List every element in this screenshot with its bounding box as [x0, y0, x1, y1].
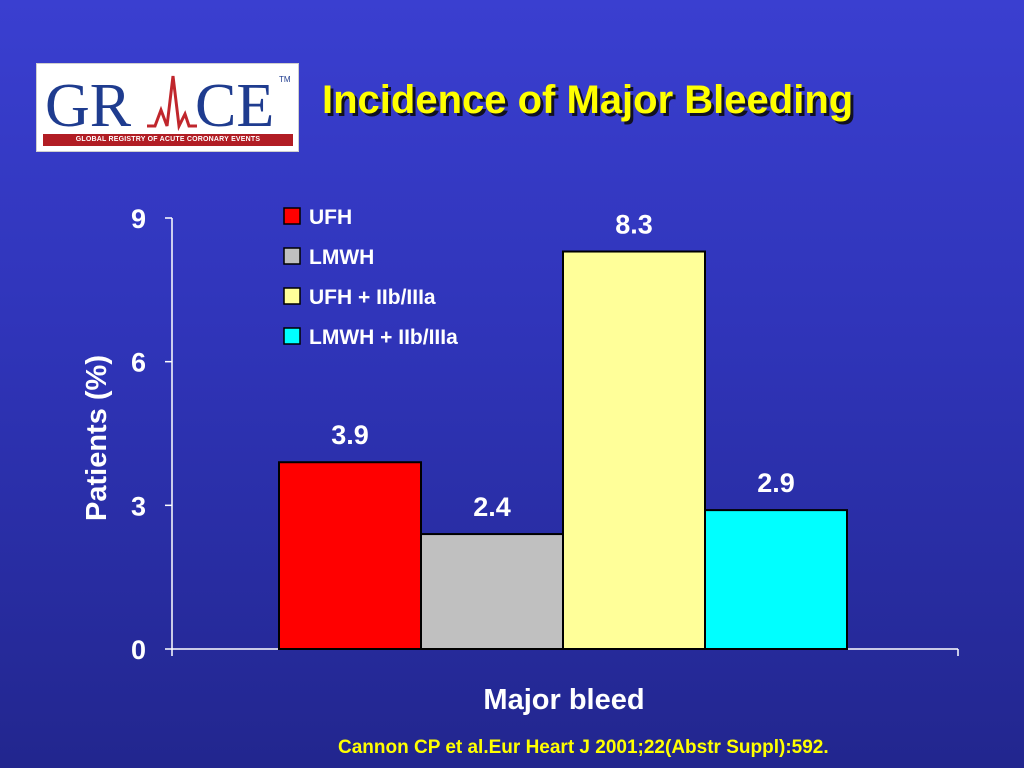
bar-value-label: 8.3	[615, 210, 653, 240]
y-axis: 0 3 6 9	[131, 204, 173, 665]
logo-wordmark-left: GR	[45, 72, 132, 132]
legend: UFH LMWH UFH + IIb/IIIa LMWH + IIb/IIIa	[283, 206, 458, 349]
grace-wordmark: GR CE TM	[45, 72, 291, 132]
legend-swatch	[283, 287, 301, 305]
y-tick-label: 6	[131, 348, 146, 378]
bar	[278, 461, 422, 650]
bar-value-label: 2.4	[473, 492, 511, 522]
legend-label: LMWH + IIb/IIIa	[309, 326, 458, 349]
y-tick-label: 9	[131, 204, 146, 234]
y-tick-label: 3	[131, 491, 146, 521]
logo-trademark: TM	[279, 75, 291, 84]
bar-value-label: 2.9	[757, 468, 795, 498]
bars	[278, 250, 848, 650]
x-axis	[171, 648, 959, 656]
legend-swatch	[283, 207, 301, 225]
y-axis-label: Patients (%)	[81, 355, 113, 521]
bar	[420, 533, 564, 650]
legend-label: UFH	[309, 206, 352, 229]
grace-logo: GR CE TM GLOBAL REGISTRY OF ACUTE CORONA…	[36, 63, 299, 152]
bar-value-label: 3.9	[331, 420, 369, 450]
bar	[562, 250, 706, 650]
bar	[704, 509, 848, 650]
legend-swatch	[283, 247, 301, 265]
x-axis-label: Major bleed	[483, 684, 644, 716]
citation: Cannon CP et al.Eur Heart J 2001;22(Abst…	[338, 737, 829, 758]
legend-swatch	[283, 327, 301, 345]
logo-wordmark-right: CE	[195, 72, 274, 132]
heartbeat-icon	[147, 75, 197, 132]
bar-labels: 3.9 2.4 8.3 2.9	[331, 210, 795, 523]
slide-title: Incidence of Major Bleeding	[322, 78, 854, 122]
legend-label: UFH + IIb/IIIa	[309, 286, 436, 309]
logo-tagline: GLOBAL REGISTRY OF ACUTE CORONARY EVENTS	[43, 134, 293, 146]
y-tick-label: 0	[131, 635, 146, 665]
legend-label: LMWH	[309, 246, 374, 269]
